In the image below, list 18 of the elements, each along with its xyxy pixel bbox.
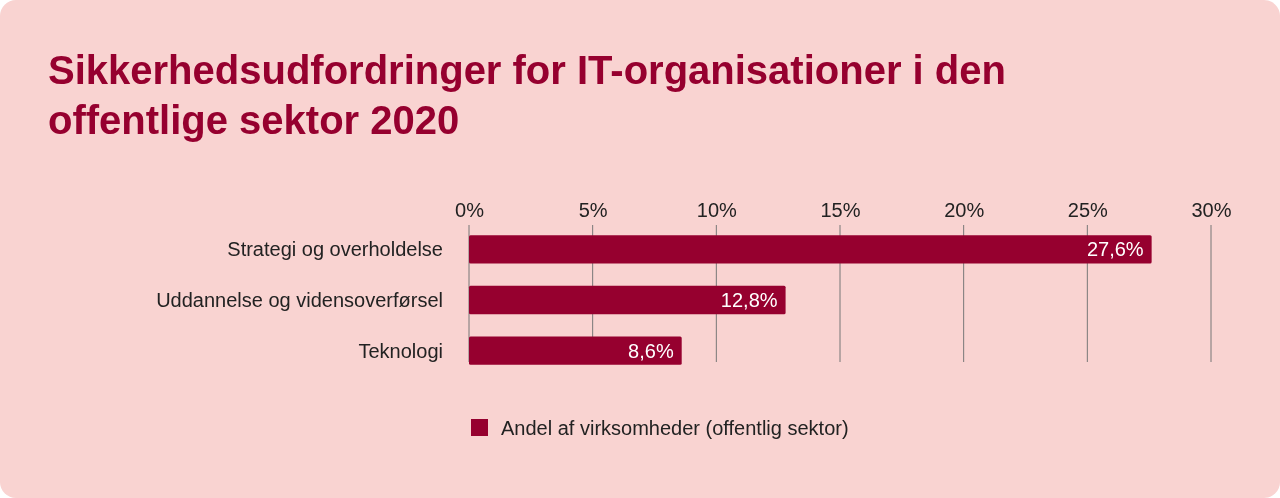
- x-tick-label: 5%: [578, 199, 608, 221]
- data-label: 27,6%: [1086, 238, 1144, 261]
- x-tick-label: 25%: [1067, 199, 1109, 221]
- x-tick-label: 10%: [696, 199, 738, 221]
- x-tick-label: 0%: [455, 199, 485, 221]
- y-tick-label: Strategi og overholdelse: [227, 238, 443, 261]
- y-tick-label: Uddannelse og vidensoverførsel: [156, 289, 443, 311]
- bar: [469, 336, 682, 365]
- legend-label: Andel af virksomheder (offentlig sektor): [501, 417, 849, 439]
- x-tick-label: 20%: [944, 199, 985, 221]
- x-tick-label: 30%: [1191, 199, 1232, 221]
- bar: [469, 285, 786, 315]
- x-tick-label: 15%: [820, 199, 861, 221]
- data-label: 12,8%: [720, 289, 778, 311]
- bar: [469, 235, 1152, 264]
- data-label: 8,6%: [628, 339, 674, 362]
- y-tick-label: Teknologi: [358, 339, 443, 362]
- chart-title: Sikkerhedsudfordringer for IT-organisationer i den offentlige sektor 2020: [48, 48, 1006, 142]
